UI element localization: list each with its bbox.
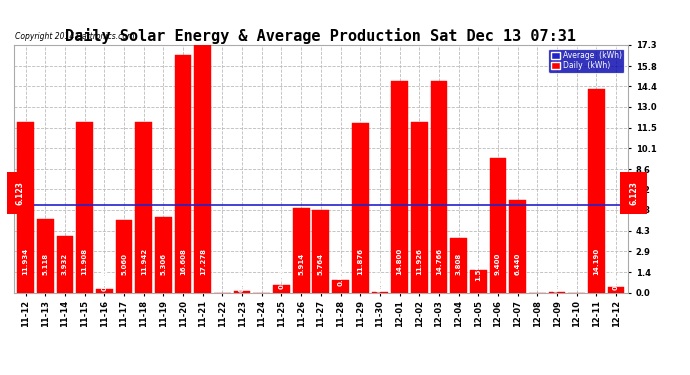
Bar: [391, 81, 408, 292]
Text: 9.400: 9.400: [495, 253, 501, 275]
Bar: [234, 291, 250, 292]
Text: 5.764: 5.764: [318, 253, 324, 275]
Text: Copyright 2014 Cartronics.com: Copyright 2014 Cartronics.com: [14, 32, 134, 41]
Text: 5.118: 5.118: [42, 253, 48, 275]
Bar: [116, 220, 132, 292]
Text: 11.934: 11.934: [23, 248, 28, 275]
Bar: [608, 287, 624, 292]
Text: 11.926: 11.926: [416, 249, 422, 275]
Bar: [352, 123, 368, 292]
Text: 0.032: 0.032: [377, 270, 383, 292]
Bar: [470, 270, 486, 292]
Bar: [273, 285, 290, 292]
Text: 6.440: 6.440: [515, 253, 521, 275]
Text: 11.876: 11.876: [357, 248, 363, 275]
Bar: [332, 280, 349, 292]
Bar: [195, 45, 211, 292]
Text: 0.882: 0.882: [337, 264, 344, 286]
Text: 1.596: 1.596: [475, 259, 482, 281]
Bar: [175, 55, 191, 292]
Bar: [509, 200, 526, 292]
Bar: [135, 122, 152, 292]
Legend: Average  (kWh), Daily  (kWh): Average (kWh), Daily (kWh): [549, 49, 624, 72]
Text: 0.248: 0.248: [101, 268, 108, 291]
Text: 5.306: 5.306: [160, 254, 166, 275]
Bar: [411, 122, 428, 292]
Text: 0.364: 0.364: [613, 268, 619, 290]
Text: 0.544: 0.544: [279, 266, 284, 289]
Text: 5.914: 5.914: [298, 253, 304, 275]
Text: 17.278: 17.278: [199, 248, 206, 275]
Bar: [588, 90, 604, 292]
Bar: [431, 81, 447, 292]
Text: 6.123: 6.123: [629, 181, 638, 205]
Text: 11.908: 11.908: [81, 248, 88, 275]
Bar: [96, 289, 112, 292]
Text: 6.123: 6.123: [16, 181, 25, 205]
Text: 14.190: 14.190: [593, 248, 600, 275]
Text: 5.060: 5.060: [121, 254, 127, 275]
Bar: [451, 238, 467, 292]
Text: 3.932: 3.932: [62, 253, 68, 275]
Text: 0.046: 0.046: [554, 270, 560, 292]
Text: 14.800: 14.800: [397, 248, 402, 275]
Text: 3.808: 3.808: [455, 253, 462, 275]
Text: 16.608: 16.608: [180, 249, 186, 275]
Bar: [155, 217, 172, 292]
Bar: [17, 122, 34, 292]
Bar: [313, 210, 329, 292]
Bar: [293, 208, 310, 292]
Bar: [77, 122, 93, 292]
Title: Daily Solar Energy & Average Production Sat Dec 13 07:31: Daily Solar Energy & Average Production …: [66, 28, 576, 44]
Bar: [37, 219, 54, 292]
Text: 14.766: 14.766: [436, 248, 442, 275]
Text: 0.124: 0.124: [239, 269, 245, 292]
Bar: [57, 236, 73, 292]
Text: 11.942: 11.942: [141, 248, 147, 275]
Bar: [490, 158, 506, 292]
